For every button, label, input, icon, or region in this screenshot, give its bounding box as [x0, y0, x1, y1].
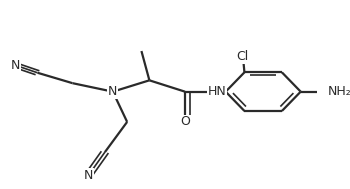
Text: N: N: [10, 59, 20, 72]
Text: N: N: [84, 169, 93, 182]
Text: O: O: [180, 115, 190, 128]
Text: HN: HN: [208, 85, 226, 98]
Text: N: N: [108, 85, 118, 98]
Text: Cl: Cl: [237, 50, 249, 63]
Text: NH₂: NH₂: [328, 85, 350, 98]
